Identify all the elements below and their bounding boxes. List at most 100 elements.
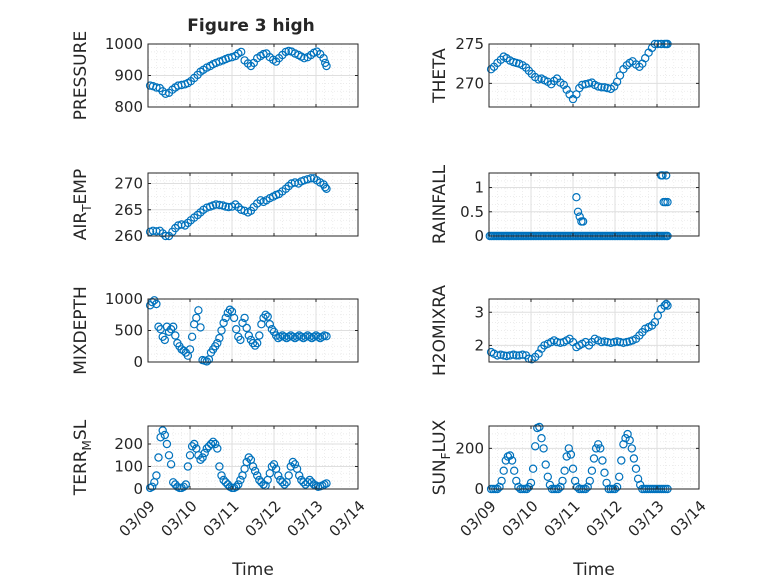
data-point xyxy=(160,335,169,345)
data-point xyxy=(594,82,603,91)
data-point xyxy=(282,333,291,343)
data-point xyxy=(168,322,178,331)
y-tick-label: 2 xyxy=(474,336,484,354)
data-point xyxy=(631,464,641,473)
y-axis-label: RAINFALL xyxy=(430,164,450,244)
data-point xyxy=(187,332,197,341)
data-point xyxy=(322,479,331,488)
data-point xyxy=(229,313,239,323)
data-point xyxy=(600,468,609,477)
data-point xyxy=(510,466,519,475)
data-point xyxy=(629,454,639,463)
subplot-mixdepth: 0 500 1000 MIXDEPTH xyxy=(71,286,359,375)
data-point xyxy=(219,318,228,328)
data-point xyxy=(497,476,506,486)
data-point xyxy=(531,442,540,451)
data-point xyxy=(537,434,546,443)
data-point xyxy=(558,476,567,486)
data-point xyxy=(653,311,663,320)
data-point xyxy=(225,305,235,314)
y-tick-label: 270 xyxy=(455,74,484,92)
data-point xyxy=(280,480,289,489)
y-tick-label: 1000 xyxy=(105,290,143,308)
y-tick-label: 0 xyxy=(474,480,484,498)
data-point xyxy=(276,332,285,341)
y-tick-label: 0 xyxy=(474,227,484,245)
data-point xyxy=(196,455,205,464)
subplot-theta: 270 275 THETA xyxy=(430,35,700,108)
y-tick-label: 260 xyxy=(114,227,143,245)
y-tick-label: 200 xyxy=(114,435,143,453)
data-point xyxy=(202,357,211,366)
data-point xyxy=(152,299,161,309)
data-point xyxy=(185,451,195,460)
x-axis-label: Time xyxy=(231,560,274,580)
data-point xyxy=(267,325,277,334)
data-point xyxy=(183,462,193,471)
data-point xyxy=(166,460,176,469)
data-point xyxy=(198,453,207,462)
data-point xyxy=(518,350,527,359)
data-point xyxy=(566,450,576,459)
data-point xyxy=(253,338,262,348)
axes-box xyxy=(488,425,700,490)
data-point xyxy=(253,471,262,480)
y-tick-label: 265 xyxy=(114,201,143,219)
data-point xyxy=(280,332,289,341)
data-point xyxy=(621,434,630,443)
data-point xyxy=(202,444,211,453)
data-point xyxy=(303,331,312,340)
data-point xyxy=(210,439,220,449)
data-point xyxy=(161,89,170,99)
data-point xyxy=(307,333,316,343)
data-point xyxy=(505,451,515,460)
data-point xyxy=(189,439,199,449)
data-point xyxy=(625,436,634,445)
data-point xyxy=(274,471,283,480)
data-point xyxy=(596,444,605,453)
data-point xyxy=(299,333,308,343)
data-point xyxy=(617,456,626,465)
axes-box xyxy=(147,172,359,237)
y-tick-label: 500 xyxy=(114,322,143,340)
data-point xyxy=(162,439,172,449)
y-tick-label: 200 xyxy=(455,439,484,457)
y-tick-label: 0.5 xyxy=(460,203,484,221)
data-point xyxy=(162,322,172,331)
data-point xyxy=(221,478,230,487)
data-point xyxy=(290,333,300,343)
data-point xyxy=(242,323,251,333)
data-point xyxy=(606,338,616,347)
data-point xyxy=(578,217,588,226)
data-point xyxy=(147,482,157,491)
y-tick-label: 900 xyxy=(114,67,143,85)
data-point xyxy=(313,332,323,341)
data-point xyxy=(185,345,195,354)
minor-grid xyxy=(489,426,699,489)
axes-box xyxy=(488,43,700,108)
data-point xyxy=(499,466,508,475)
data-point xyxy=(240,313,249,323)
data-point xyxy=(236,47,246,57)
data-point xyxy=(242,457,251,467)
data-point xyxy=(231,482,241,491)
data-point xyxy=(587,466,597,475)
data-point xyxy=(271,331,281,340)
data-point xyxy=(303,175,312,184)
data-point xyxy=(234,202,243,212)
data-point xyxy=(154,322,163,331)
data-point xyxy=(541,460,550,469)
data-point xyxy=(322,332,331,341)
data-point xyxy=(292,332,302,341)
data-point xyxy=(663,301,672,310)
data-point xyxy=(219,475,228,485)
data-point xyxy=(612,482,622,492)
data-point xyxy=(179,482,188,491)
data-point xyxy=(236,475,245,485)
series-h2omixra xyxy=(486,299,672,364)
data-point xyxy=(619,338,628,347)
data-point xyxy=(215,462,224,471)
data-point xyxy=(318,332,327,341)
data-point xyxy=(585,476,595,486)
subplot-pressure: 800 900 1000 PRESSURE xyxy=(71,31,359,120)
